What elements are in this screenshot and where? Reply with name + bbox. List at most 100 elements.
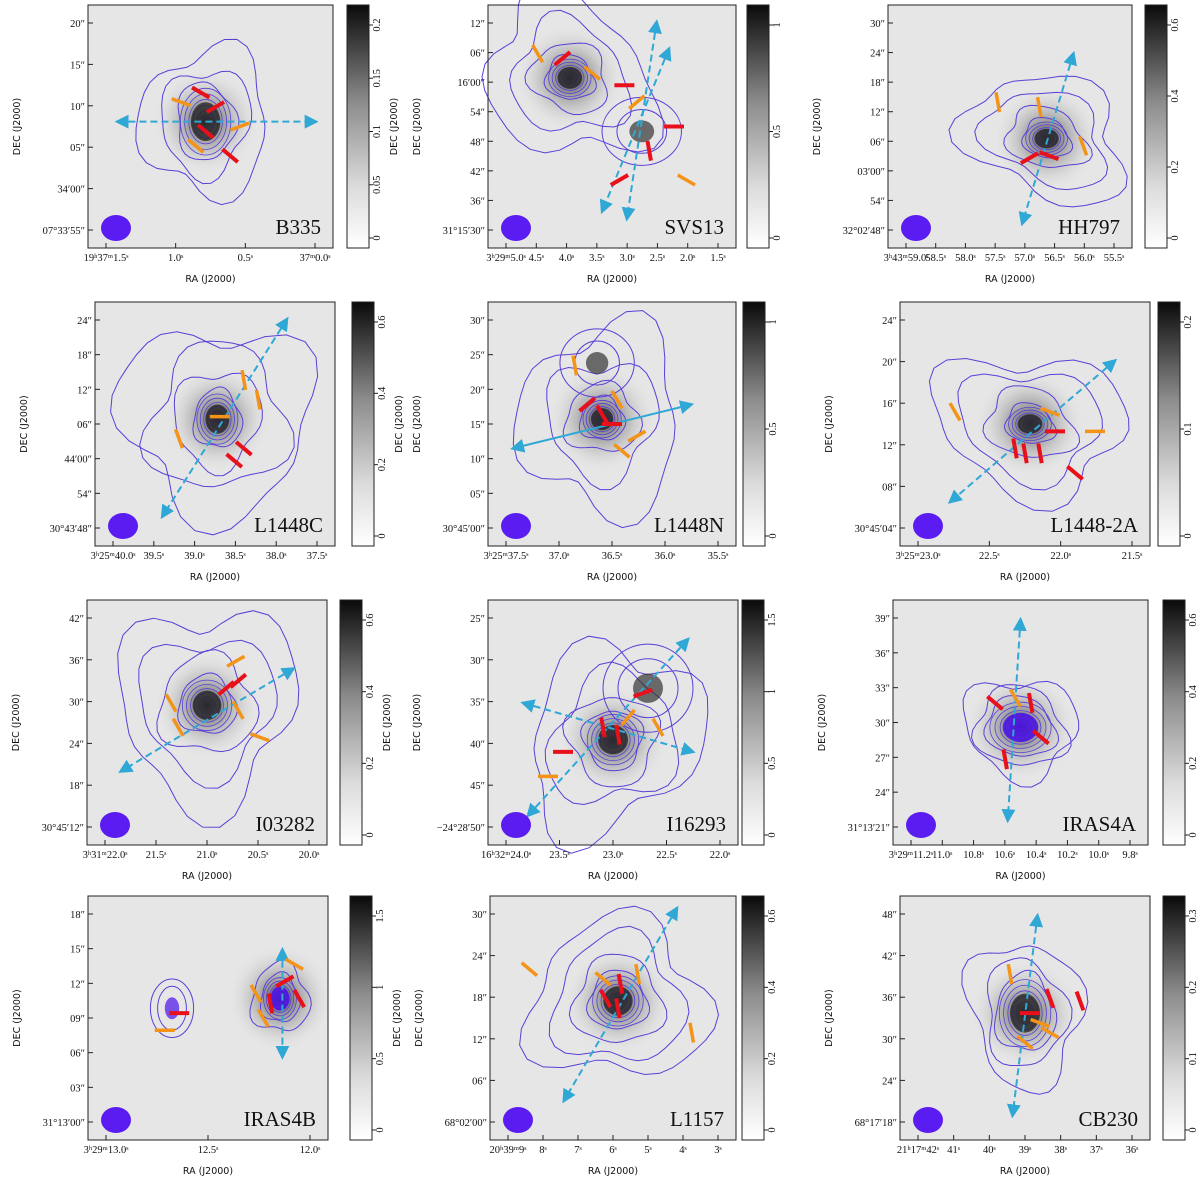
colorbar-tick-label: 0 bbox=[377, 533, 388, 538]
source-label: L1448N bbox=[654, 513, 724, 537]
y-tick-label: 12″ bbox=[870, 108, 885, 119]
outflow-arrow bbox=[1001, 616, 1027, 824]
polarization-vector-red bbox=[986, 694, 1004, 711]
x-tick-label: 0.5ˢ bbox=[238, 253, 254, 264]
colorbar-tick-label: 0 bbox=[1170, 235, 1181, 240]
dec-axis-label: DEC (J2000) bbox=[414, 989, 425, 1046]
x-tick-label: 6ˢ bbox=[609, 1145, 617, 1156]
y-tick-label: 30″ bbox=[472, 910, 487, 921]
panel-svs13: SVS13 3ʰ29ᵐ5.0ˢ 4.5ˢ 4.0ˢ 3.5ˢ 3.0ˢ 2.5ˢ 2.0ˢ 1.… bbox=[412, 0, 783, 285]
y-tick-label: 24″ bbox=[875, 788, 890, 799]
polarization-vector-red bbox=[553, 50, 572, 67]
polarization-vector-red bbox=[1038, 150, 1060, 161]
colorbar-tick-label: 0.1 bbox=[1183, 422, 1194, 435]
emission-peak bbox=[205, 404, 230, 434]
polarization-vector-red bbox=[1044, 988, 1056, 1009]
polarization-vector-red bbox=[1036, 443, 1044, 464]
colorbar-tick-label: 0.6 bbox=[1188, 613, 1199, 626]
outflow-arrow bbox=[1018, 50, 1077, 227]
colorbar-tick-label: 0.4 bbox=[1188, 684, 1199, 698]
colorbar-tick-label: 0.2 bbox=[767, 1052, 778, 1065]
polarization-vector-orange bbox=[651, 717, 665, 737]
colorbar-tick-label: 0.2 bbox=[365, 757, 376, 770]
source-label: I03282 bbox=[256, 812, 316, 836]
polarization-vector-red bbox=[595, 404, 609, 424]
colorbar-tick-label: 0 bbox=[767, 832, 778, 837]
y-tick-label: 33″ bbox=[875, 684, 890, 695]
x-tick-label: 3ʰ25ᵐ40.0ˢ bbox=[91, 551, 137, 562]
x-tick-label: 56.5ˢ bbox=[1044, 253, 1065, 264]
colorbar-tick-label: 0.6 bbox=[1170, 18, 1181, 31]
polarization-vector-red bbox=[616, 973, 625, 995]
polarization-vector-orange bbox=[229, 121, 250, 132]
y-tick-label: 09″ bbox=[70, 1014, 85, 1025]
ra-axis-label: RA (J2000) bbox=[185, 274, 235, 285]
x-tick-label: 12.0ˢ bbox=[300, 1145, 321, 1156]
x-tick-label: 3ʰ29ᵐ11.2ˢ bbox=[889, 850, 934, 861]
y-tick-label: 30°45′04″ bbox=[855, 524, 897, 535]
colorbar bbox=[746, 4, 770, 249]
y-tick-label: 45″ bbox=[470, 781, 485, 792]
colorbar-tick-label: 0.5 bbox=[767, 757, 778, 770]
colorbar-tick-label: 0.2 bbox=[1188, 757, 1199, 770]
colorbar-tick-label: 0 bbox=[372, 235, 383, 240]
panel-b335: B335 19ʰ37ᵐ1.5ˢ 1.0ˢ 0.5ˢ 37ᵐ0.0ˢ 20″ 15″ 10″ 05… bbox=[12, 4, 400, 285]
colorbar-tick-label: 0 bbox=[1183, 533, 1194, 538]
ra-axis-label: RA (J2000) bbox=[587, 572, 637, 583]
y-tick-label: 30°45′00″ bbox=[443, 524, 485, 535]
beam-ellipse bbox=[501, 215, 531, 241]
x-tick-label: 1.5ˢ bbox=[710, 253, 726, 264]
y-tick-label: 48″ bbox=[882, 910, 897, 921]
colorbar-tick-label: 0.4 bbox=[1170, 89, 1181, 103]
x-tick-label: 5ˢ bbox=[644, 1145, 652, 1156]
polarization-vector-red bbox=[1001, 749, 1009, 770]
x-tick-label: 10.4ˢ bbox=[1026, 850, 1047, 861]
polarization-vector-orange bbox=[249, 984, 263, 1004]
x-tick-label: 36.5ˢ bbox=[602, 551, 623, 562]
polarization-vector-orange bbox=[594, 971, 612, 987]
panel-frame bbox=[899, 301, 1151, 547]
y-tick-label: 12″ bbox=[77, 385, 92, 396]
y-tick-label: 06″ bbox=[70, 1049, 85, 1060]
polarization-vector-orange bbox=[171, 717, 185, 737]
polarization-vector-orange bbox=[284, 957, 304, 971]
y-tick-label: 34′00″ bbox=[57, 185, 85, 196]
colorbar-label: DEC (J2000) bbox=[382, 694, 393, 751]
y-tick-label: 25″ bbox=[470, 351, 485, 362]
beam-ellipse bbox=[101, 215, 131, 241]
x-tick-label: 3ʰ31ᵐ22.0ˢ bbox=[83, 850, 129, 861]
polarization-vector-orange bbox=[610, 390, 624, 410]
emission-peak bbox=[1034, 128, 1059, 149]
polarization-vector-orange bbox=[164, 693, 178, 713]
ra-axis-label: RA (J2000) bbox=[183, 1166, 233, 1177]
y-tick-label: 30°45′12″ bbox=[42, 823, 84, 834]
panel-frame bbox=[487, 4, 737, 249]
x-tick-label: 21.5ˢ bbox=[1122, 551, 1143, 562]
contour-line bbox=[161, 70, 253, 185]
y-tick-label: 54″ bbox=[870, 196, 885, 207]
ra-axis-label: RA (J2000) bbox=[182, 871, 232, 882]
x-tick-label: 10.6ˢ bbox=[995, 850, 1016, 861]
y-tick-label: 31°13′21″ bbox=[848, 823, 890, 834]
x-tick-label: 22.5ˢ bbox=[979, 551, 1000, 562]
colorbar-label: DEC (J2000) bbox=[392, 989, 403, 1046]
emission-peak bbox=[164, 997, 180, 1020]
x-tick-label: 38.0ˢ bbox=[266, 551, 287, 562]
y-tick-label: 15″ bbox=[70, 60, 85, 71]
x-tick-label: 39.0ˢ bbox=[184, 551, 205, 562]
x-tick-label: 56.0ˢ bbox=[1074, 253, 1095, 264]
polarization-vector-red bbox=[1011, 438, 1019, 459]
polarization-vector-red bbox=[599, 717, 607, 738]
colorbar-tick-label: 1 bbox=[767, 689, 778, 694]
polarization-vector-red bbox=[614, 724, 622, 745]
x-tick-label: 21.5ˢ bbox=[146, 850, 167, 861]
y-tick-label: 35″ bbox=[470, 698, 485, 709]
colorbar bbox=[1157, 301, 1181, 547]
source-label: SVS13 bbox=[664, 215, 724, 239]
y-tick-label: 48″ bbox=[470, 137, 485, 148]
colorbar-tick-label: 0.3 bbox=[1188, 909, 1199, 922]
y-tick-label: 31°13′00″ bbox=[43, 1118, 85, 1129]
x-tick-label: 40ˢ bbox=[983, 1145, 997, 1156]
y-tick-label: 42″ bbox=[882, 952, 897, 963]
source-label: L1157 bbox=[670, 1107, 724, 1131]
